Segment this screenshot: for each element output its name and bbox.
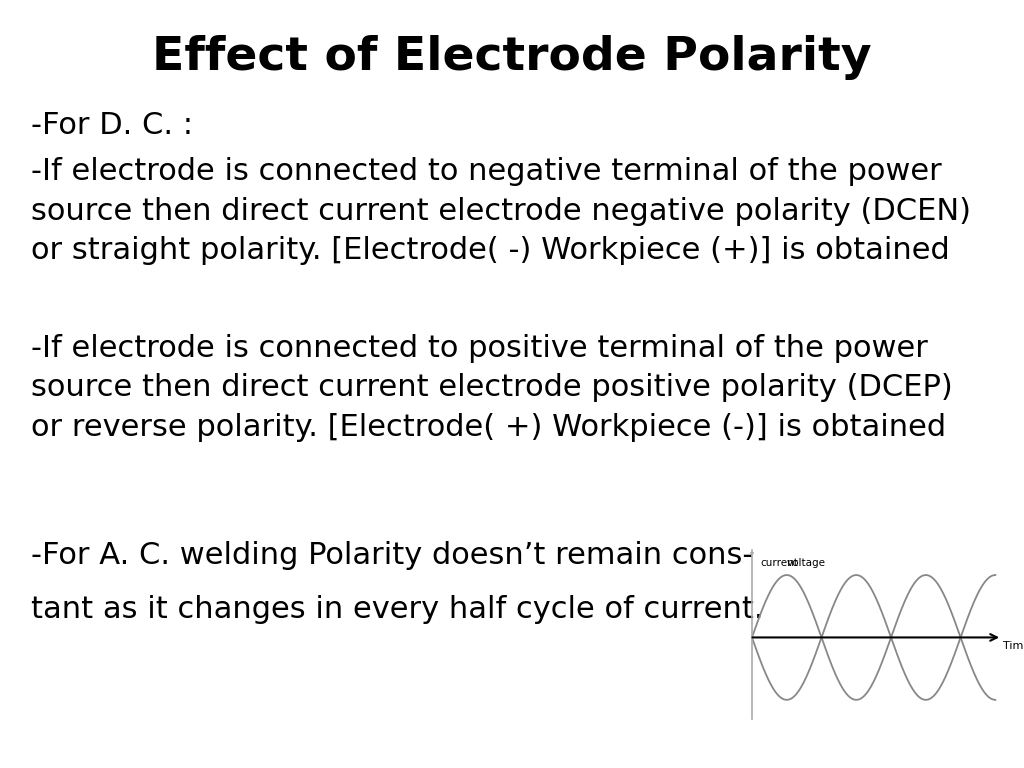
Text: Time: Time [1004, 641, 1024, 650]
Text: voltage: voltage [786, 558, 825, 568]
Text: -If electrode is connected to negative terminal of the power
source then direct : -If electrode is connected to negative t… [31, 157, 971, 265]
Text: Effect of Electrode Polarity: Effect of Electrode Polarity [153, 35, 871, 80]
Text: -For D. C. :: -For D. C. : [31, 111, 193, 141]
Text: -If electrode is connected to positive terminal of the power
source then direct : -If electrode is connected to positive t… [31, 334, 952, 442]
Text: -For A. C. welding Polarity doesn’t remain cons-: -For A. C. welding Polarity doesn’t rema… [31, 541, 753, 571]
Text: current: current [761, 558, 799, 568]
Text: tant as it changes in every half cycle of current.: tant as it changes in every half cycle o… [31, 595, 763, 624]
